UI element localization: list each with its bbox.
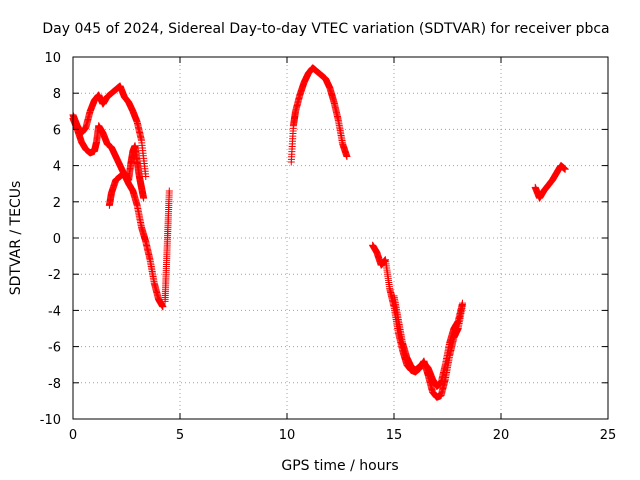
tick-layer: 0 5 10 15 20 25 -10 -8 -6 -4 -2 0 2 4 6 8 10: [40, 51, 617, 443]
y-tick-label: 4: [53, 160, 61, 175]
series-track-e: [287, 64, 351, 166]
series-track-h: [531, 162, 569, 202]
y-tick-label: 0: [53, 232, 61, 247]
chart-title: Day 045 of 2024, Sidereal Day-to-day VTE…: [42, 21, 609, 37]
y-tick-label: 6: [53, 123, 61, 138]
data-point: [458, 299, 466, 307]
y-tick-label: 2: [53, 196, 61, 211]
series-track-c: [105, 142, 148, 209]
x-tick-label: 10: [279, 428, 296, 443]
series-track-d: [161, 187, 173, 305]
x-tick-label: 5: [176, 428, 184, 443]
y-tick-label: -4: [48, 304, 61, 319]
y-tick-label: 8: [53, 87, 61, 102]
series-track-f: [369, 241, 466, 401]
series-track-g: [390, 292, 466, 390]
y-tick-label: -8: [48, 377, 61, 392]
y-tick-label: -6: [48, 341, 61, 356]
data-point: [343, 153, 351, 161]
x-tick-label: 0: [69, 428, 77, 443]
y-tick-label: -10: [40, 413, 61, 428]
y-axis-label: SDTVAR / TECUs: [8, 181, 24, 296]
grid-layer: [73, 57, 608, 419]
data-layer: [69, 64, 569, 401]
data-point: [140, 194, 148, 202]
x-tick-label: 20: [493, 428, 510, 443]
y-tick-label: -2: [48, 268, 61, 283]
data-point: [561, 165, 569, 173]
x-tick-label: 25: [600, 428, 617, 443]
y-tick-label: 10: [44, 51, 61, 66]
data-point: [142, 172, 150, 180]
series-track-b: [69, 115, 167, 311]
x-tick-label: 15: [386, 428, 403, 443]
data-point: [165, 187, 173, 195]
x-axis-label: GPS time / hours: [281, 458, 398, 474]
data-point: [159, 303, 167, 311]
